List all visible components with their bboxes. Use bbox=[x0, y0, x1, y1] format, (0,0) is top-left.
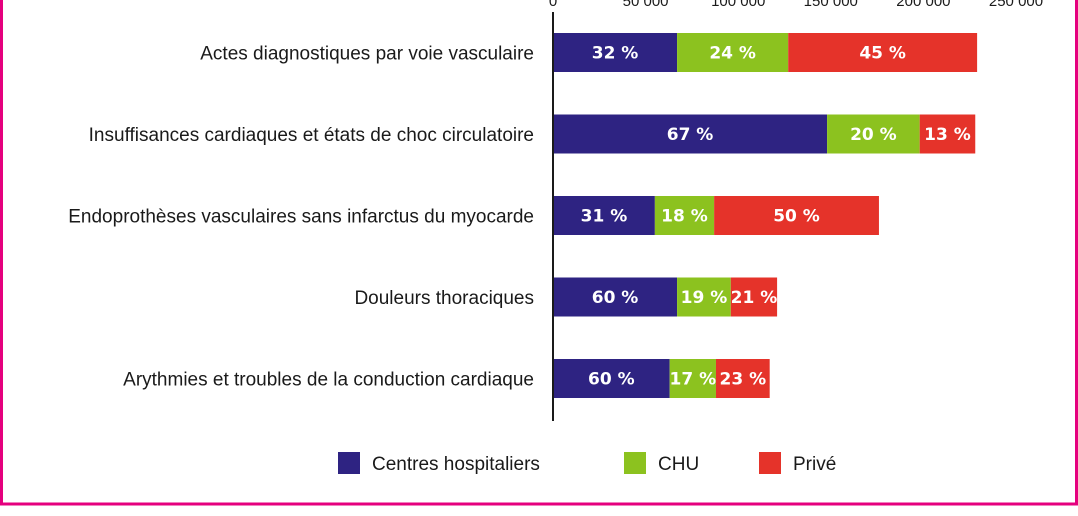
bar-segment bbox=[730, 277, 778, 317]
bar-segment bbox=[654, 196, 715, 235]
category-label: Insuffisances cardiaques et états de cho… bbox=[89, 125, 534, 146]
category-labels: Actes diagnostiques par voie vasculaire I… bbox=[68, 44, 534, 391]
data-label: 60 % bbox=[588, 370, 635, 390]
bar-segment bbox=[553, 359, 670, 398]
bar-segment bbox=[714, 196, 879, 235]
x-tick-label: 250 000 bbox=[989, 0, 1043, 10]
x-tick-label: 50 000 bbox=[623, 0, 669, 10]
bar-segment bbox=[553, 114, 828, 154]
bar-segment bbox=[788, 33, 978, 72]
bar-segment bbox=[553, 196, 655, 235]
bar-segment bbox=[827, 114, 920, 154]
data-label: 31 % bbox=[581, 207, 628, 227]
bar-segment bbox=[715, 359, 770, 398]
bar-segment bbox=[669, 359, 716, 398]
x-tick-label: 200 000 bbox=[896, 0, 950, 10]
category-label: Arythmies et troubles de la conduction c… bbox=[123, 370, 534, 391]
data-label: 32 % bbox=[592, 44, 639, 64]
data-label: 23 % bbox=[720, 370, 767, 390]
x-tick-label: 0 bbox=[549, 0, 557, 10]
legend-swatch bbox=[759, 452, 781, 474]
data-label: 45 % bbox=[859, 44, 906, 64]
data-label: 13 % bbox=[924, 125, 971, 145]
data-label: 24 % bbox=[709, 44, 756, 64]
data-label: 17 % bbox=[670, 370, 717, 390]
legend-label: Privé bbox=[793, 454, 836, 475]
bar-segment bbox=[677, 33, 789, 72]
data-label: 21 % bbox=[731, 288, 778, 308]
data-label: 60 % bbox=[592, 288, 639, 308]
category-label: Douleurs thoraciques bbox=[354, 288, 534, 309]
bar-segment bbox=[677, 277, 731, 317]
bar-segment bbox=[553, 277, 678, 317]
data-label: 19 % bbox=[681, 288, 728, 308]
legend-swatch bbox=[338, 452, 360, 474]
bar-segment bbox=[553, 33, 678, 72]
category-label: Endoprothèses vasculaires sans infarctus… bbox=[68, 207, 534, 228]
category-label: Actes diagnostiques par voie vasculaire bbox=[200, 44, 534, 65]
data-label: 67 % bbox=[667, 125, 714, 145]
data-label: 20 % bbox=[850, 125, 897, 145]
data-label: 18 % bbox=[661, 207, 708, 227]
legend: Centres hospitaliers CHU Privé bbox=[338, 452, 836, 475]
data-label: 50 % bbox=[773, 207, 820, 227]
x-tick-label: 150 000 bbox=[804, 0, 858, 10]
x-tick-label: 100 000 bbox=[711, 0, 765, 10]
bars: 32 % 24 % 45 % 67 % 20 % 13 % 31 % 18 % 50 % 60 %… bbox=[553, 33, 978, 398]
x-axis-ticks: 0 50 000 100 000 150 000 200 000 250 000 bbox=[549, 0, 1043, 10]
legend-swatch bbox=[624, 452, 646, 474]
legend-label: CHU bbox=[658, 454, 699, 475]
legend-label: Centres hospitaliers bbox=[372, 454, 540, 475]
bar-segment bbox=[919, 114, 976, 154]
